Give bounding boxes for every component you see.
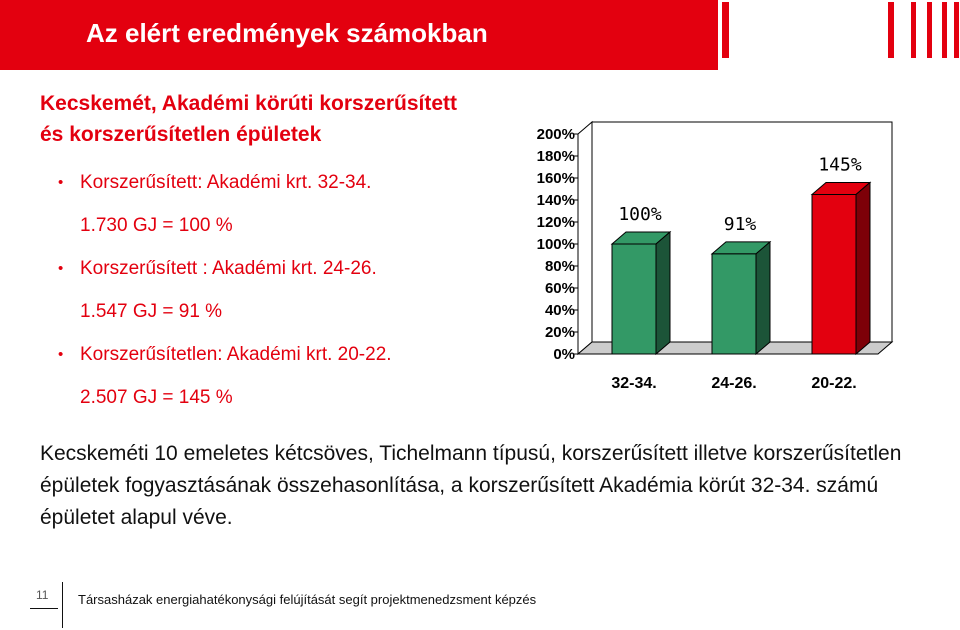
y-tick-label: 140% [537, 192, 575, 209]
footer-divider [62, 582, 63, 628]
header-stripe [911, 2, 916, 58]
list-item: 2.507 GJ = 145 % [80, 387, 233, 408]
subtitle: Kecskemét, Akadémi körúti korszerűsített… [40, 88, 457, 150]
data-label: 145% [818, 155, 862, 176]
list-item: Korszerűsített : Akadémi krt. 24-26. [80, 258, 377, 279]
footer-divider [30, 608, 58, 609]
y-tick-label: 20% [545, 324, 575, 341]
bullet-icon: • [58, 174, 64, 191]
bullet-icon: • [58, 346, 64, 363]
list-item: 1.547 GJ = 91 % [80, 301, 223, 322]
data-label: 100% [618, 204, 662, 225]
side-wall [577, 120, 593, 356]
y-tick-label: 160% [537, 170, 575, 187]
y-tick-label: 60% [545, 280, 575, 297]
bullet-icon: • [58, 260, 64, 277]
bar-side [855, 181, 871, 356]
bar [711, 253, 757, 355]
bar [811, 194, 857, 355]
list-item: Korszerűsített: Akadémi krt. 32-34. [80, 172, 372, 193]
y-tick-label: 40% [545, 302, 575, 319]
y-tick-label: 0% [553, 346, 575, 363]
bar-side [655, 230, 671, 356]
x-tick-label: 24-26. [711, 375, 756, 392]
page-number: 11 [36, 588, 49, 602]
data-label: 91% [724, 214, 757, 235]
y-tick-label: 80% [545, 258, 575, 275]
y-tick-label: 120% [537, 214, 575, 231]
page-title: Az elért eredmények számokban [86, 18, 488, 48]
x-tick-label: 20-22. [811, 375, 856, 392]
header-stripe [888, 2, 894, 58]
footer-text: Társasházak energiahatékonysági felújítá… [78, 592, 537, 607]
header-stripe [954, 2, 959, 58]
y-tick-label: 200% [537, 126, 575, 143]
y-tick-label: 180% [537, 148, 575, 165]
y-tick-label: 100% [537, 236, 575, 253]
header-stripe [942, 2, 947, 58]
header-stripe [722, 2, 729, 58]
list-item: 1.730 GJ = 100 % [80, 215, 233, 236]
bar [611, 243, 657, 355]
x-tick-label: 32-34. [611, 375, 656, 392]
title-bar [0, 0, 718, 70]
list-item: Korszerűsítetlen: Akadémi krt. 20-22. [80, 344, 392, 365]
header-stripe [927, 2, 932, 58]
bar-chart: 0% 20% 40% 60% 80% 100% 120% 140% 160% 180% 200% 10… [537, 120, 894, 392]
bar-side [755, 240, 771, 356]
subtitle-line: Kecskemét, Akadémi körúti korszerűsített [40, 92, 458, 115]
description: Kecskeméti 10 emeletes kétcsöves, Tichel… [40, 442, 902, 529]
subtitle-line: és korszerűsítetlen épületek [40, 123, 322, 146]
